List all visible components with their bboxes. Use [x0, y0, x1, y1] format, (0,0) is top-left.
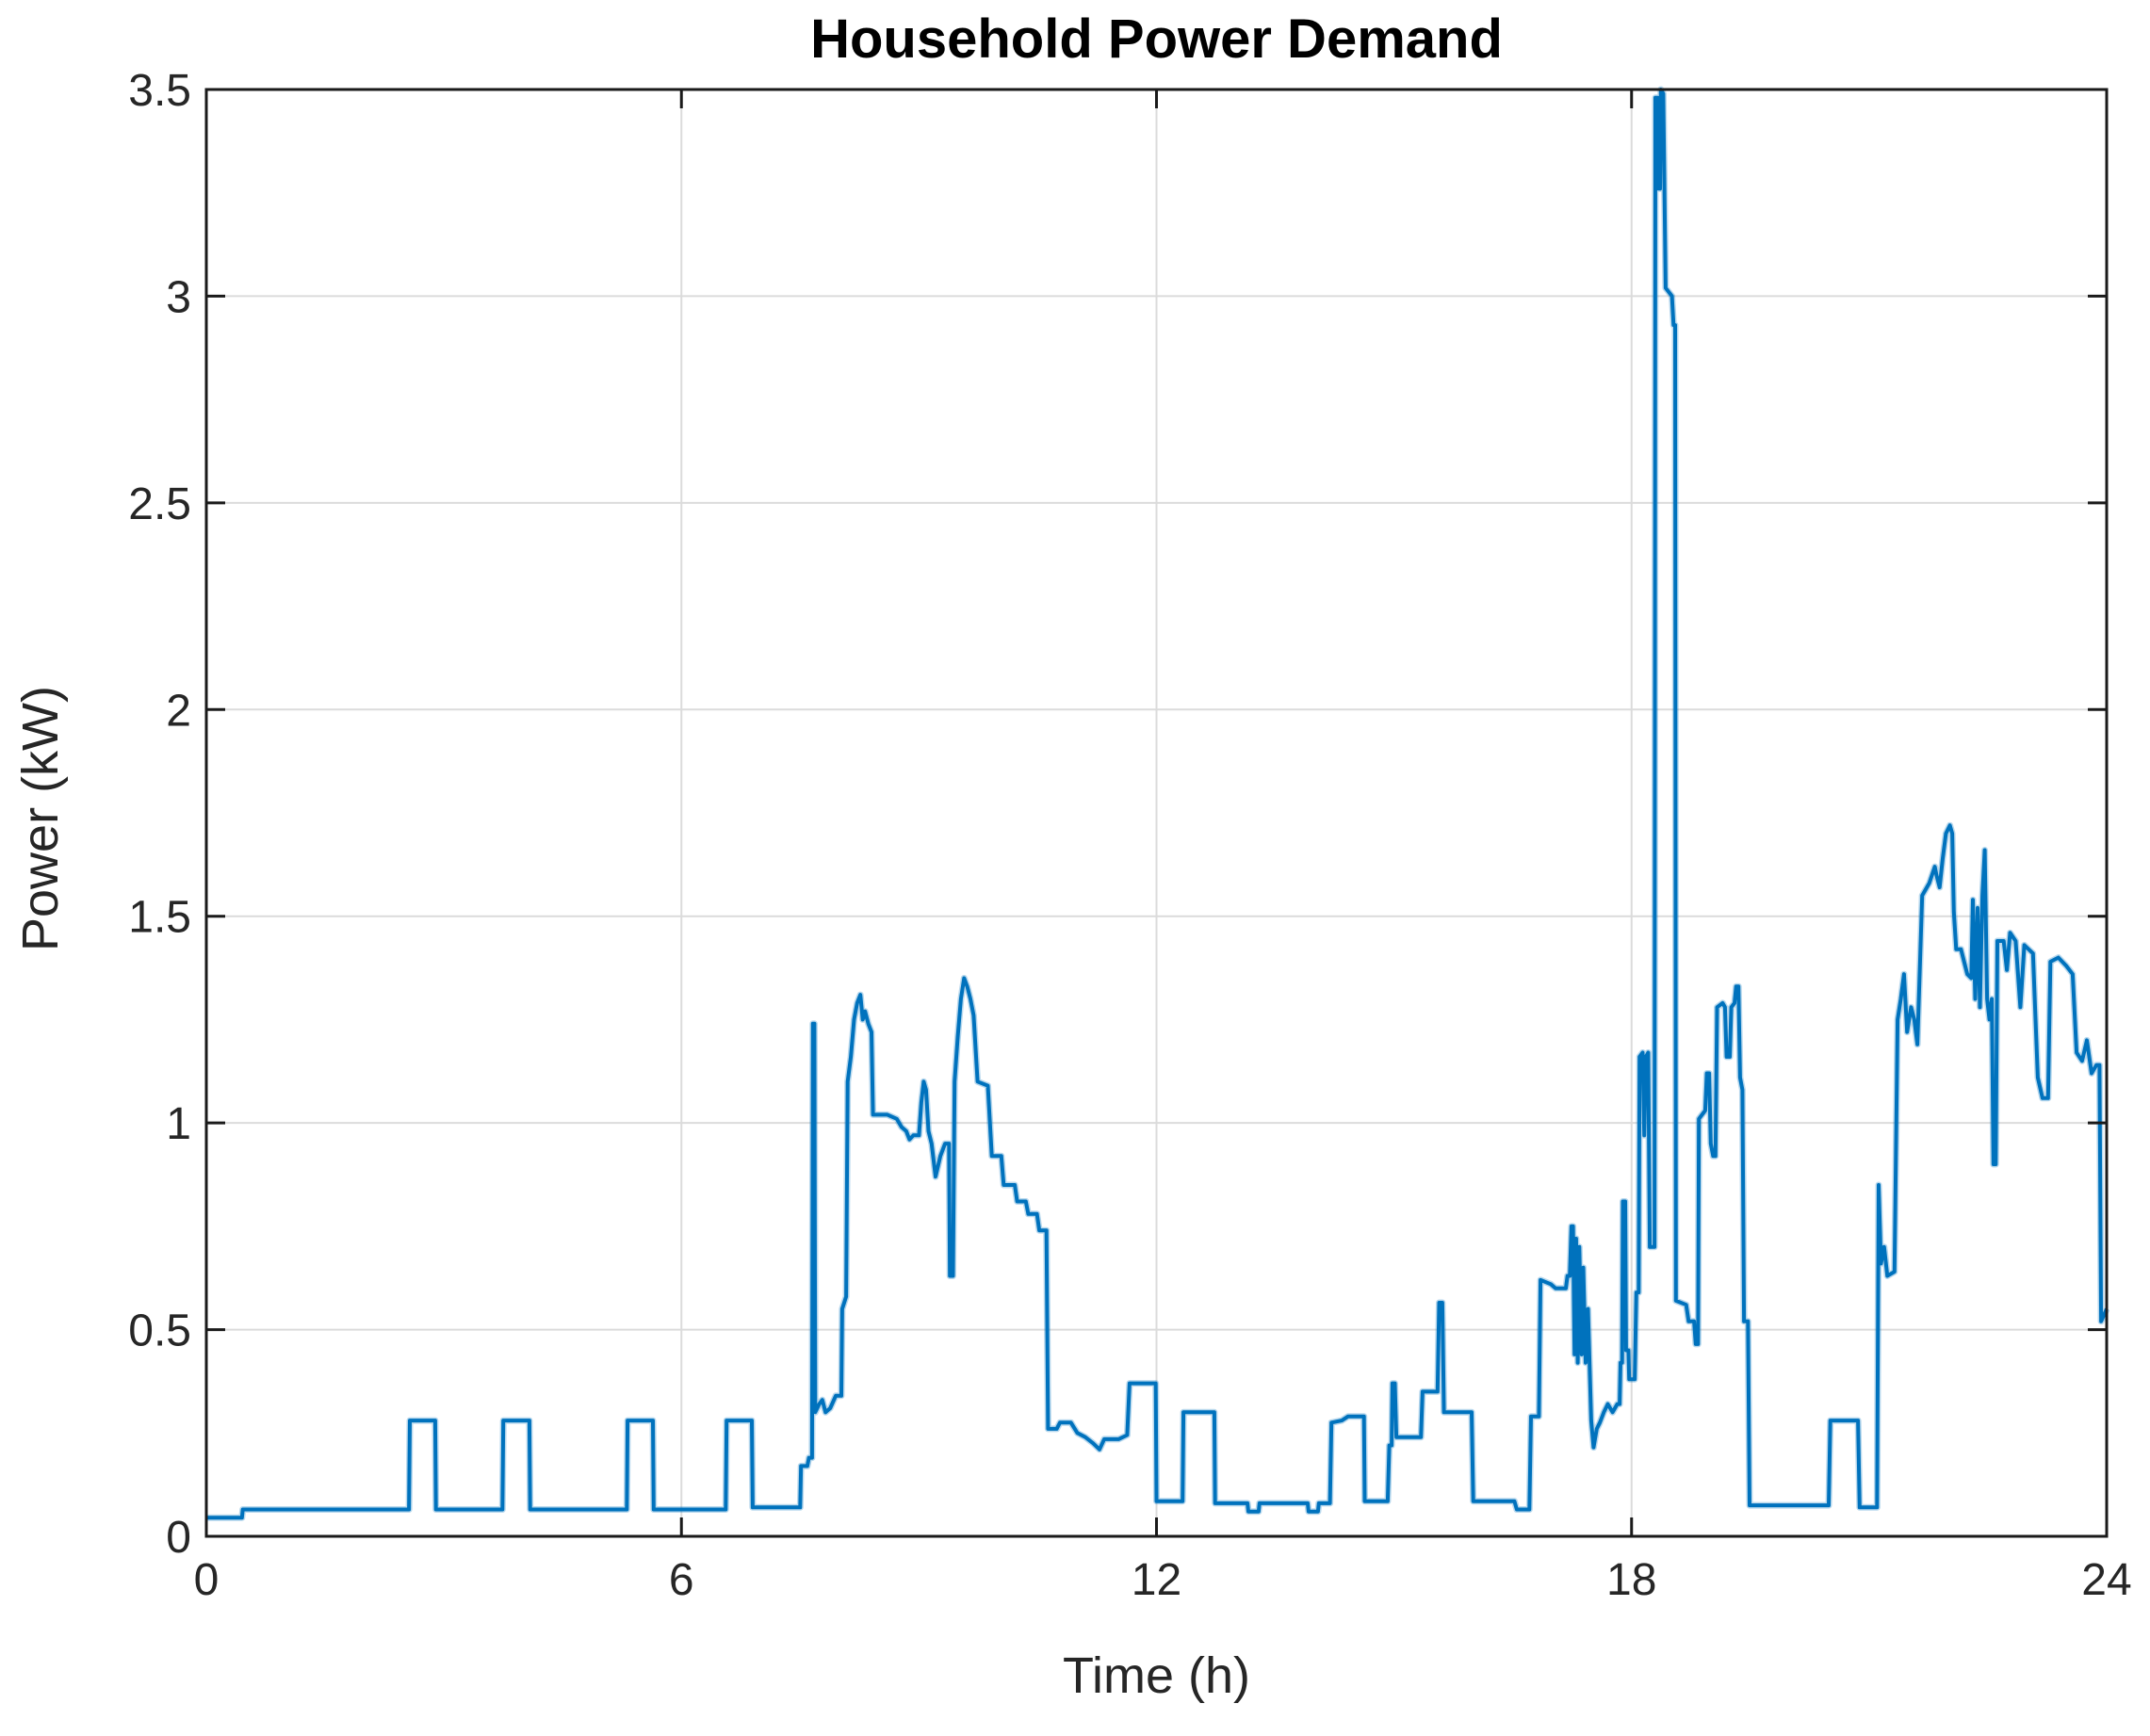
- y-tick-label: 2.5: [128, 479, 191, 529]
- grid-lines: [206, 89, 2107, 1536]
- x-tick-label: 18: [1606, 1555, 1656, 1605]
- x-tick-label: 0: [194, 1555, 220, 1605]
- y-tick-label: 0: [166, 1513, 191, 1563]
- power-demand-line: [206, 88, 2109, 1520]
- tick-marks: [204, 88, 2109, 1538]
- y-tick-labels: 0 0.5 1 1.5 2 2.5 3 3.5: [128, 66, 191, 1563]
- y-axis-label: Power (kW): [12, 686, 69, 951]
- x-axis-label: Time (h): [1063, 1647, 1250, 1704]
- y-tick-label: 1: [166, 1099, 191, 1149]
- y-tick-label: 3.5: [128, 66, 191, 116]
- x-tick-label: 12: [1132, 1555, 1181, 1605]
- y-tick-label: 3: [166, 272, 191, 322]
- y-tick-label: 1.5: [128, 893, 191, 943]
- x-tick-labels: 0 6 12 18 24: [194, 1555, 2132, 1605]
- chart-title: Household Power Demand: [810, 8, 1503, 70]
- x-tick-label: 6: [669, 1555, 694, 1605]
- y-tick-label: 0.5: [128, 1306, 191, 1356]
- y-tick-label: 2: [166, 686, 191, 736]
- x-tick-label: 24: [2081, 1555, 2131, 1605]
